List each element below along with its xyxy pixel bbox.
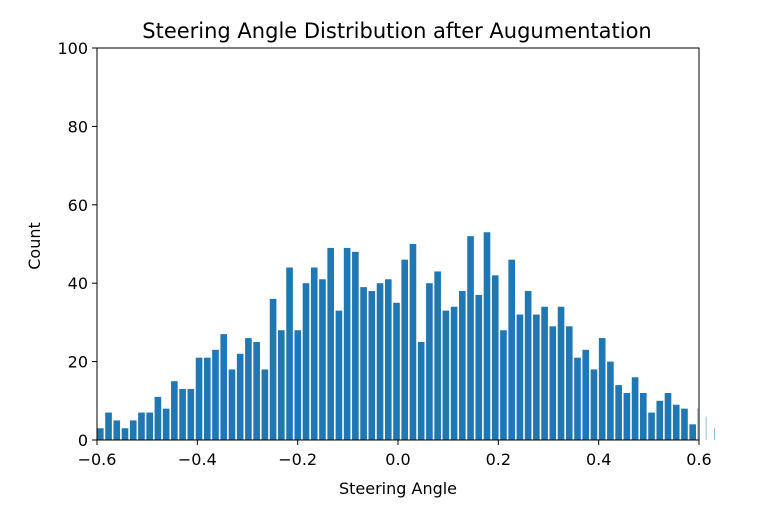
bar [681, 408, 688, 440]
bar [450, 306, 458, 440]
bar [442, 310, 450, 440]
x-tick-label: 0.2 [486, 450, 511, 469]
plot-frame [96, 47, 700, 441]
bar [483, 232, 491, 440]
bar [574, 357, 581, 440]
x-tick-label: 0.6 [686, 450, 711, 469]
x-axis-ticks: −0.6 −0.4 −0.2 0.0 0.2 0.4 0.6 [78, 440, 712, 469]
bar [631, 377, 639, 440]
bar [179, 389, 186, 440]
bar [393, 302, 400, 440]
bar [138, 412, 145, 440]
bar [360, 287, 367, 440]
bar [171, 381, 178, 440]
bar [524, 291, 532, 440]
bar [664, 392, 672, 440]
bar [162, 408, 170, 440]
bar [672, 404, 680, 440]
bar [434, 271, 441, 440]
bar [598, 338, 606, 440]
bar [656, 400, 664, 440]
bar [376, 283, 384, 440]
bar [245, 338, 252, 440]
bars-group [97, 232, 715, 440]
bar [121, 428, 129, 440]
bar [648, 412, 655, 440]
bar [590, 369, 598, 440]
bar [310, 267, 318, 440]
bar [327, 247, 334, 440]
bar [508, 259, 515, 440]
bar [212, 349, 219, 440]
bar [689, 424, 696, 440]
bar [623, 392, 631, 440]
y-tick-label: 60 [68, 196, 88, 215]
bar [467, 236, 474, 440]
bar [129, 420, 137, 440]
bar [228, 369, 236, 440]
chart-title: Steering Angle Distribution after Augume… [142, 19, 652, 43]
bar [426, 283, 433, 440]
bar [319, 279, 326, 440]
bar [236, 353, 244, 440]
bar [533, 314, 540, 440]
bar [278, 330, 285, 440]
y-tick-label: 80 [68, 117, 88, 136]
bar [714, 428, 715, 440]
bar [565, 326, 573, 440]
x-tick-label: −0.6 [78, 450, 117, 469]
bar [220, 334, 228, 440]
y-tick-label: 0 [78, 431, 88, 450]
bar [541, 306, 548, 440]
bar [97, 428, 104, 440]
bar [261, 369, 269, 440]
bar [697, 408, 699, 440]
bar [705, 416, 707, 440]
bar [113, 420, 121, 440]
bar [368, 291, 376, 440]
bar [557, 306, 565, 440]
y-tick-label: 100 [57, 39, 88, 58]
bar [615, 385, 622, 440]
bar [286, 267, 293, 440]
bar [607, 361, 614, 440]
bar [154, 396, 162, 440]
x-tick-label: −0.2 [278, 450, 317, 469]
y-axis-label: Count [25, 222, 44, 270]
x-tick-label: −0.4 [178, 450, 217, 469]
bar [105, 412, 112, 440]
bar [549, 326, 557, 440]
bar [335, 310, 343, 440]
bar [195, 357, 203, 440]
bar [352, 251, 359, 440]
bar [302, 283, 310, 440]
x-axis-label: Steering Angle [339, 479, 457, 498]
bar [294, 330, 302, 440]
bar [459, 291, 466, 440]
y-tick-label: 20 [68, 353, 88, 372]
bar [582, 349, 590, 440]
bar [187, 389, 195, 440]
bar [417, 342, 425, 440]
bar [516, 314, 524, 440]
bar [491, 275, 499, 440]
x-tick-label: 0.4 [586, 450, 611, 469]
y-tick-label: 40 [68, 274, 88, 293]
bar [146, 412, 153, 440]
bar [269, 298, 277, 440]
bar [253, 342, 260, 440]
bar [409, 244, 417, 440]
bar [640, 392, 647, 440]
bar [475, 294, 483, 440]
bar [343, 247, 351, 440]
x-tick-label: 0.0 [385, 450, 410, 469]
bar [401, 259, 409, 440]
bar [203, 357, 211, 440]
y-axis-ticks: 0 20 40 60 80 100 [57, 39, 97, 450]
bar [384, 279, 392, 440]
bar [500, 330, 507, 440]
